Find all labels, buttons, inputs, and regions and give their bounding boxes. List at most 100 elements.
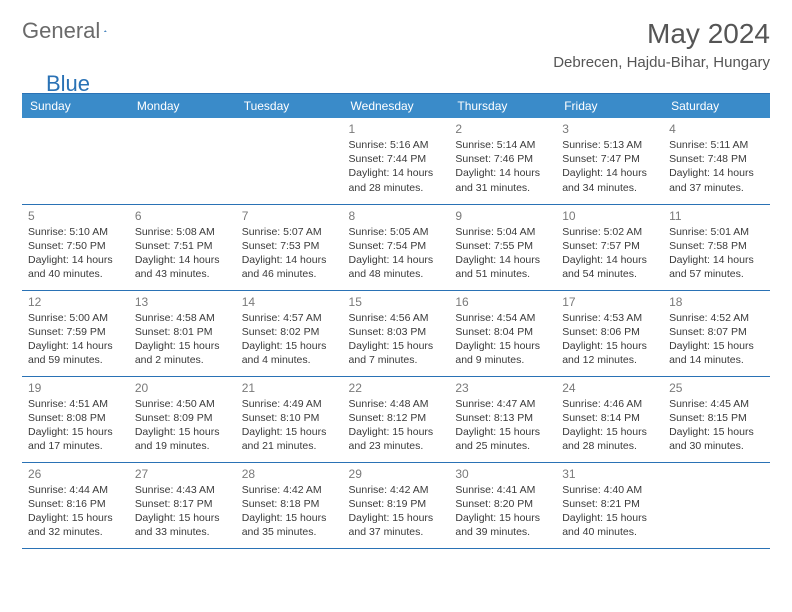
sunset-text: Sunset: 8:09 PM: [135, 411, 230, 425]
sunrise-text: Sunrise: 4:41 AM: [455, 483, 550, 497]
empty-cell: [663, 462, 770, 548]
sunrise-text: Sunrise: 4:42 AM: [349, 483, 444, 497]
weekday-wednesday: Wednesday: [343, 94, 450, 118]
week-row: 19Sunrise: 4:51 AMSunset: 8:08 PMDayligh…: [22, 376, 770, 462]
daylight-text: Daylight: 14 hours and 54 minutes.: [562, 253, 657, 281]
daylight-text: Daylight: 15 hours and 2 minutes.: [135, 339, 230, 367]
sunrise-text: Sunrise: 5:04 AM: [455, 225, 550, 239]
day-cell: 27Sunrise: 4:43 AMSunset: 8:17 PMDayligh…: [129, 462, 236, 548]
day-number: 22: [349, 381, 444, 395]
day-info: Sunrise: 4:50 AMSunset: 8:09 PMDaylight:…: [135, 397, 230, 454]
day-cell: 26Sunrise: 4:44 AMSunset: 8:16 PMDayligh…: [22, 462, 129, 548]
day-number: 24: [562, 381, 657, 395]
sunrise-text: Sunrise: 4:56 AM: [349, 311, 444, 325]
sunset-text: Sunset: 7:48 PM: [669, 152, 764, 166]
day-number: 1: [349, 122, 444, 136]
day-cell: 23Sunrise: 4:47 AMSunset: 8:13 PMDayligh…: [449, 376, 556, 462]
day-info: Sunrise: 4:54 AMSunset: 8:04 PMDaylight:…: [455, 311, 550, 368]
sunrise-text: Sunrise: 5:13 AM: [562, 138, 657, 152]
sunrise-text: Sunrise: 5:10 AM: [28, 225, 123, 239]
daylight-text: Daylight: 15 hours and 9 minutes.: [455, 339, 550, 367]
day-cell: 31Sunrise: 4:40 AMSunset: 8:21 PMDayligh…: [556, 462, 663, 548]
day-cell: 10Sunrise: 5:02 AMSunset: 7:57 PMDayligh…: [556, 204, 663, 290]
day-cell: 5Sunrise: 5:10 AMSunset: 7:50 PMDaylight…: [22, 204, 129, 290]
sunrise-text: Sunrise: 4:54 AM: [455, 311, 550, 325]
sunrise-text: Sunrise: 5:14 AM: [455, 138, 550, 152]
day-cell: 15Sunrise: 4:56 AMSunset: 8:03 PMDayligh…: [343, 290, 450, 376]
week-row: 12Sunrise: 5:00 AMSunset: 7:59 PMDayligh…: [22, 290, 770, 376]
day-number: 6: [135, 209, 230, 223]
sunset-text: Sunset: 7:54 PM: [349, 239, 444, 253]
weekday-friday: Friday: [556, 94, 663, 118]
weekday-tuesday: Tuesday: [236, 94, 343, 118]
day-number: 14: [242, 295, 337, 309]
calendar-body: 1Sunrise: 5:16 AMSunset: 7:44 PMDaylight…: [22, 118, 770, 548]
calendar-table: SundayMondayTuesdayWednesdayThursdayFrid…: [22, 94, 770, 549]
daylight-text: Daylight: 15 hours and 35 minutes.: [242, 511, 337, 539]
sunset-text: Sunset: 8:20 PM: [455, 497, 550, 511]
day-info: Sunrise: 4:48 AMSunset: 8:12 PMDaylight:…: [349, 397, 444, 454]
daylight-text: Daylight: 15 hours and 28 minutes.: [562, 425, 657, 453]
logo: General: [22, 18, 124, 44]
day-info: Sunrise: 5:00 AMSunset: 7:59 PMDaylight:…: [28, 311, 123, 368]
day-cell: 2Sunrise: 5:14 AMSunset: 7:46 PMDaylight…: [449, 118, 556, 204]
day-number: 16: [455, 295, 550, 309]
sunrise-text: Sunrise: 4:46 AM: [562, 397, 657, 411]
day-info: Sunrise: 5:11 AMSunset: 7:48 PMDaylight:…: [669, 138, 764, 195]
calendar-head: SundayMondayTuesdayWednesdayThursdayFrid…: [22, 94, 770, 118]
sunrise-text: Sunrise: 5:05 AM: [349, 225, 444, 239]
day-cell: 11Sunrise: 5:01 AMSunset: 7:58 PMDayligh…: [663, 204, 770, 290]
sunset-text: Sunset: 7:46 PM: [455, 152, 550, 166]
day-cell: 14 Sunrise: 4:57 AMSunset: 8:02 PMDayligh…: [236, 290, 343, 376]
day-number: 28: [242, 467, 337, 481]
sunrise-text: Sunrise: 4:47 AM: [455, 397, 550, 411]
sunset-text: Sunset: 8:12 PM: [349, 411, 444, 425]
daylight-text: Daylight: 14 hours and 46 minutes.: [242, 253, 337, 281]
day-info: Sunrise: 5:13 AMSunset: 7:47 PMDaylight:…: [562, 138, 657, 195]
sunrise-text: Sunrise: 4:52 AM: [669, 311, 764, 325]
daylight-text: Daylight: 14 hours and 48 minutes.: [349, 253, 444, 281]
sunset-text: Sunset: 8:19 PM: [349, 497, 444, 511]
week-row: 26Sunrise: 4:44 AMSunset: 8:16 PMDayligh…: [22, 462, 770, 548]
day-number: 2: [455, 122, 550, 136]
sunrise-text: Sunrise: 5:00 AM: [28, 311, 123, 325]
day-cell: 17Sunrise: 4:53 AMSunset: 8:06 PMDayligh…: [556, 290, 663, 376]
sunset-text: Sunset: 8:10 PM: [242, 411, 337, 425]
day-info: Sunrise: 5:05 AMSunset: 7:54 PMDaylight:…: [349, 225, 444, 282]
day-info: Sunrise: 4:57 AMSunset: 8:02 PMDaylight:…: [242, 311, 337, 368]
sunset-text: Sunset: 8:17 PM: [135, 497, 230, 511]
day-info: Sunrise: 5:08 AMSunset: 7:51 PMDaylight:…: [135, 225, 230, 282]
day-number: 18: [669, 295, 764, 309]
location-text: Debrecen, Hajdu-Bihar, Hungary: [553, 54, 770, 71]
day-info: Sunrise: 4:45 AMSunset: 8:15 PMDaylight:…: [669, 397, 764, 454]
title-block: May 2024 Debrecen, Hajdu-Bihar, Hungary: [553, 18, 770, 75]
sunset-text: Sunset: 8:16 PM: [28, 497, 123, 511]
day-cell: 30Sunrise: 4:41 AMSunset: 8:20 PMDayligh…: [449, 462, 556, 548]
day-cell: 24 Sunrise: 4:46 AMSunset: 8:14 PMDayligh…: [556, 376, 663, 462]
weekday-monday: Monday: [129, 94, 236, 118]
day-number: 4: [669, 122, 764, 136]
day-info: Sunrise: 4:56 AMSunset: 8:03 PMDaylight:…: [349, 311, 444, 368]
sunset-text: Sunset: 8:14 PM: [562, 411, 657, 425]
empty-cell: [236, 118, 343, 204]
day-number: 11: [669, 209, 764, 223]
sunrise-text: Sunrise: 4:42 AM: [242, 483, 337, 497]
sunrise-text: Sunrise: 4:51 AM: [28, 397, 123, 411]
month-title: May 2024: [553, 18, 770, 50]
daylight-text: Daylight: 15 hours and 17 minutes.: [28, 425, 123, 453]
daylight-text: Daylight: 15 hours and 33 minutes.: [135, 511, 230, 539]
day-number: 5: [28, 209, 123, 223]
sunset-text: Sunset: 8:02 PM: [242, 325, 337, 339]
day-info: Sunrise: 5:07 AMSunset: 7:53 PMDaylight:…: [242, 225, 337, 282]
day-number: 25: [669, 381, 764, 395]
day-info: Sunrise: 4:42 AMSunset: 8:19 PMDaylight:…: [349, 483, 444, 540]
daylight-text: Daylight: 15 hours and 30 minutes.: [669, 425, 764, 453]
daylight-text: Daylight: 15 hours and 19 minutes.: [135, 425, 230, 453]
empty-cell: [129, 118, 236, 204]
sunset-text: Sunset: 8:18 PM: [242, 497, 337, 511]
sunset-text: Sunset: 7:57 PM: [562, 239, 657, 253]
day-cell: 12Sunrise: 5:00 AMSunset: 7:59 PMDayligh…: [22, 290, 129, 376]
day-info: Sunrise: 4:53 AMSunset: 8:06 PMDaylight:…: [562, 311, 657, 368]
day-cell: 4 Sunrise: 5:11 AMSunset: 7:48 PMDaylight…: [663, 118, 770, 204]
day-info: Sunrise: 5:04 AMSunset: 7:55 PMDaylight:…: [455, 225, 550, 282]
